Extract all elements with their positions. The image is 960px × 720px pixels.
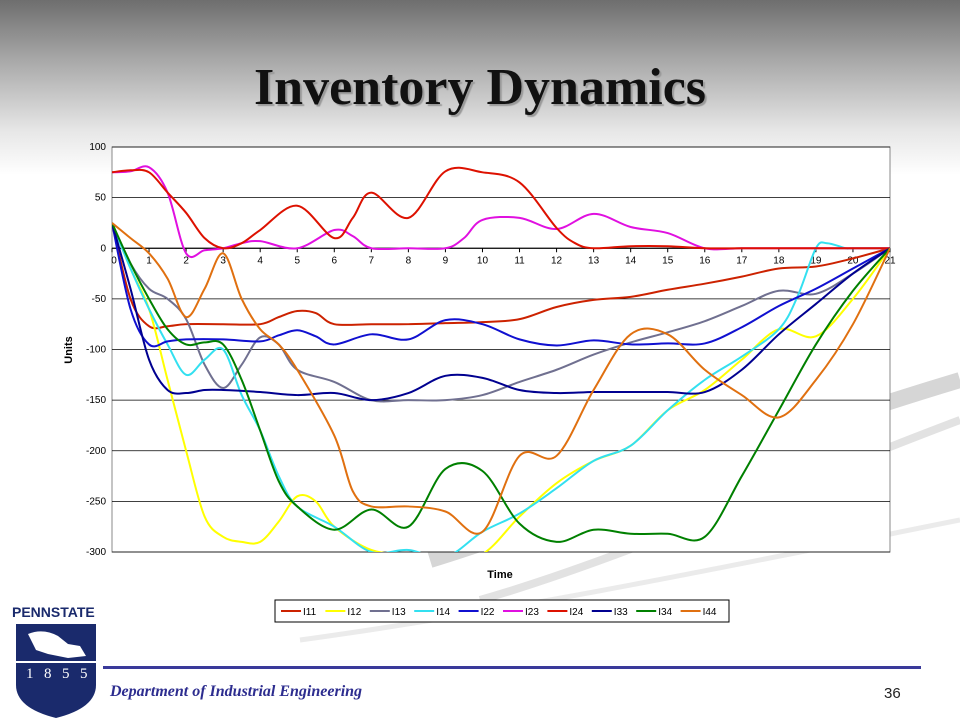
y-tick-label: -250 xyxy=(86,496,106,507)
series-line-i24 xyxy=(112,166,890,250)
pennstate-logo: PENNSTATE 1 8 5 5 xyxy=(12,604,96,718)
x-tick-label: 21 xyxy=(884,255,896,266)
department-name: Department of Industrial Engineering xyxy=(110,683,363,700)
x-tick-label: 16 xyxy=(699,255,711,266)
x-tick-label: 18 xyxy=(773,255,785,266)
y-tick-label: 50 xyxy=(95,193,107,204)
chart-grid xyxy=(111,146,891,553)
legend-label: I22 xyxy=(481,607,495,618)
x-tick-label: 0 xyxy=(111,255,117,266)
legend-label: I23 xyxy=(525,607,539,618)
x-tick-label: 1 xyxy=(146,255,152,266)
legend-label: I44 xyxy=(703,607,717,618)
legend-label: I24 xyxy=(569,607,583,618)
y-tick-label: -50 xyxy=(92,294,107,305)
x-tick-label: 3 xyxy=(220,255,226,266)
x-tick-label: 9 xyxy=(443,255,449,266)
x-tick-label: 8 xyxy=(406,255,412,266)
x-tick-label: 13 xyxy=(588,255,600,266)
legend-label: I34 xyxy=(658,607,672,618)
legend-label: I33 xyxy=(614,607,628,618)
series-line-i11 xyxy=(112,222,890,330)
y-tick-label: 0 xyxy=(100,243,106,254)
logo-year-4: 5 xyxy=(80,666,88,682)
logo-text: PENNSTATE xyxy=(12,604,95,620)
x-tick-label: 11 xyxy=(514,255,525,266)
legend-label: I12 xyxy=(347,607,361,618)
series-line-i13 xyxy=(112,222,890,403)
y-tick-label: -100 xyxy=(86,345,106,356)
series-line-i22 xyxy=(112,222,890,348)
x-tick-label: 2 xyxy=(183,255,189,266)
series-line-i12 xyxy=(112,222,890,552)
logo-year-2: 8 xyxy=(44,666,52,682)
x-tick-label: 7 xyxy=(369,255,375,266)
x-tick-label: 4 xyxy=(257,255,263,266)
y-axis-title: Units xyxy=(63,336,75,364)
x-tick-label: 12 xyxy=(551,255,563,266)
y-tick-label: -200 xyxy=(86,446,106,457)
x-tick-label: 10 xyxy=(477,255,489,266)
y-tick-labels: 100 50 0 -50 -100 -150 -200 -250 -300 xyxy=(86,142,106,558)
slide-title: Inventory Dynamics xyxy=(253,59,707,116)
chart-series xyxy=(112,165,890,552)
series-line-i33 xyxy=(112,222,890,402)
x-tick-label: 20 xyxy=(847,255,859,266)
logo-year-3: 5 xyxy=(62,666,70,682)
y-tick-label: -300 xyxy=(86,547,106,558)
x-tick-label: 14 xyxy=(625,255,637,266)
series-line-i44 xyxy=(112,222,890,535)
series-line-i14 xyxy=(112,222,890,552)
legend-box xyxy=(274,599,730,623)
x-tick-label: 5 xyxy=(294,255,300,266)
footer-divider xyxy=(103,666,921,669)
x-tick-label: 17 xyxy=(736,255,748,266)
series-line-i34 xyxy=(112,222,890,543)
page-number: 36 xyxy=(884,685,901,702)
chart-legend: I11 I12 I13 I14 I22 I23 I24 I33 I34 I44 xyxy=(274,599,730,623)
y-tick-label: 100 xyxy=(89,142,106,153)
legend-label: I13 xyxy=(392,607,406,618)
x-tick-label: 6 xyxy=(332,255,338,266)
legend-label: I11 xyxy=(303,607,317,618)
legend-label: I14 xyxy=(436,607,450,618)
logo-year-1: 1 xyxy=(26,666,34,682)
x-tick-label: 19 xyxy=(810,255,822,266)
y-tick-label: -150 xyxy=(86,395,106,406)
x-tick-label: 15 xyxy=(662,255,674,266)
x-axis-title: Time xyxy=(487,569,512,581)
